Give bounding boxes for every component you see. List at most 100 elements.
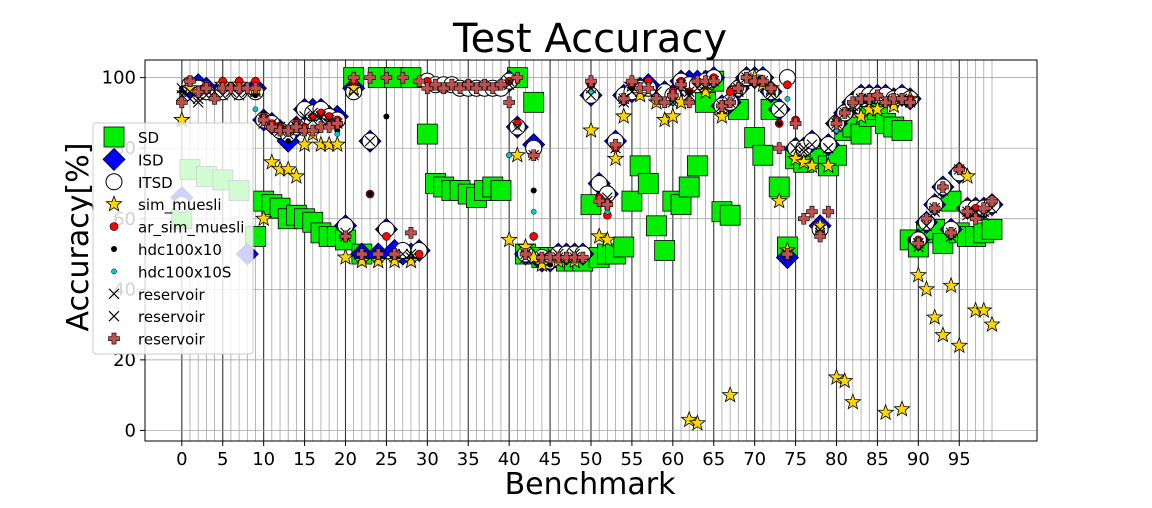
x-tick-label: 75 (784, 449, 807, 470)
data-point (752, 144, 774, 166)
legend-label: ISD (138, 151, 164, 169)
legend-label: SD (138, 129, 159, 147)
data-point (334, 131, 341, 137)
data-point (617, 93, 630, 105)
data-point (893, 400, 911, 417)
x-tick-label: 70 (743, 449, 766, 470)
data-point (298, 124, 311, 137)
x-tick-label: 30 (416, 449, 439, 470)
legend-label: reservoir (138, 286, 205, 304)
data-point (798, 146, 810, 158)
data-point (380, 71, 393, 84)
x-stroke (683, 86, 695, 98)
data-point (369, 251, 387, 269)
data-point (830, 117, 843, 130)
data-point (986, 202, 998, 214)
x-stroke (315, 111, 327, 122)
x-stroke (798, 146, 810, 158)
data-point (631, 86, 649, 103)
data-point (716, 100, 728, 112)
data-point (568, 251, 581, 264)
data-point (814, 223, 826, 235)
legend-marker (105, 173, 123, 191)
data-point (533, 255, 551, 273)
y-tick-label: 20 (113, 350, 136, 371)
data-point (683, 86, 695, 98)
points-layer (170, 66, 1004, 431)
data-point (855, 93, 867, 105)
legend-box (92, 122, 254, 355)
data-point (367, 191, 374, 198)
data-point (347, 71, 360, 84)
data-point (686, 155, 708, 177)
data-point (511, 121, 523, 133)
x-tick-label: 20 (334, 449, 357, 470)
x-stroke (773, 104, 785, 115)
data-point (978, 202, 990, 214)
data-point (983, 315, 1001, 333)
x-tick-label: 85 (866, 449, 889, 470)
data-point (348, 86, 360, 98)
data-point (315, 121, 327, 133)
x-stroke (822, 142, 834, 154)
data-point (975, 301, 993, 318)
x-stroke (921, 220, 932, 232)
data-point (585, 75, 597, 87)
data-point (295, 135, 314, 153)
data-point (675, 78, 687, 91)
data-point (683, 89, 695, 101)
data-point (364, 71, 376, 84)
data-point (744, 127, 766, 149)
data-point (721, 385, 739, 403)
data-point (500, 230, 518, 248)
data-point (495, 78, 507, 91)
data-point (252, 106, 259, 113)
data-point (353, 251, 371, 269)
data-point (678, 176, 700, 198)
data-point (969, 212, 982, 225)
data-point (176, 82, 188, 94)
data-point (530, 208, 537, 215)
legend-label: ar_sim_muesli (138, 219, 244, 238)
data-point (781, 248, 794, 260)
data-point (871, 89, 884, 102)
data-point (691, 75, 704, 87)
data-point (462, 78, 475, 91)
x-tick-label: 15 (293, 449, 316, 470)
x-stroke (192, 96, 204, 108)
data-point (667, 89, 679, 102)
data-point (765, 89, 777, 101)
data-point (285, 138, 292, 145)
x-stroke (765, 89, 777, 101)
data-point (658, 96, 671, 109)
data-point (306, 124, 319, 137)
data-point (844, 393, 862, 410)
data-point (437, 82, 450, 95)
x-tick-label: 45 (539, 449, 562, 470)
data-point (372, 248, 385, 260)
data-point (323, 121, 335, 133)
x-axis-label: Benchmark (505, 467, 677, 502)
x-tick-label: 60 (661, 449, 684, 470)
legend-label: hdc100x10 (138, 241, 222, 259)
x-tick-label: 50 (580, 449, 603, 470)
data-point (225, 82, 237, 95)
data-point (798, 142, 810, 154)
data-point (803, 132, 821, 150)
x-stroke (585, 89, 597, 101)
x-stroke (176, 82, 188, 94)
data-point (629, 155, 651, 177)
data-point (405, 248, 417, 260)
data-point (945, 227, 957, 239)
data-point (868, 100, 887, 117)
data-point (700, 82, 711, 94)
data-point (942, 276, 960, 294)
data-point (707, 75, 720, 87)
data-point (397, 248, 409, 260)
data-point (646, 215, 667, 237)
data-point (950, 336, 968, 354)
data-point (396, 71, 409, 84)
data-point (490, 180, 512, 201)
data-point (176, 96, 188, 109)
